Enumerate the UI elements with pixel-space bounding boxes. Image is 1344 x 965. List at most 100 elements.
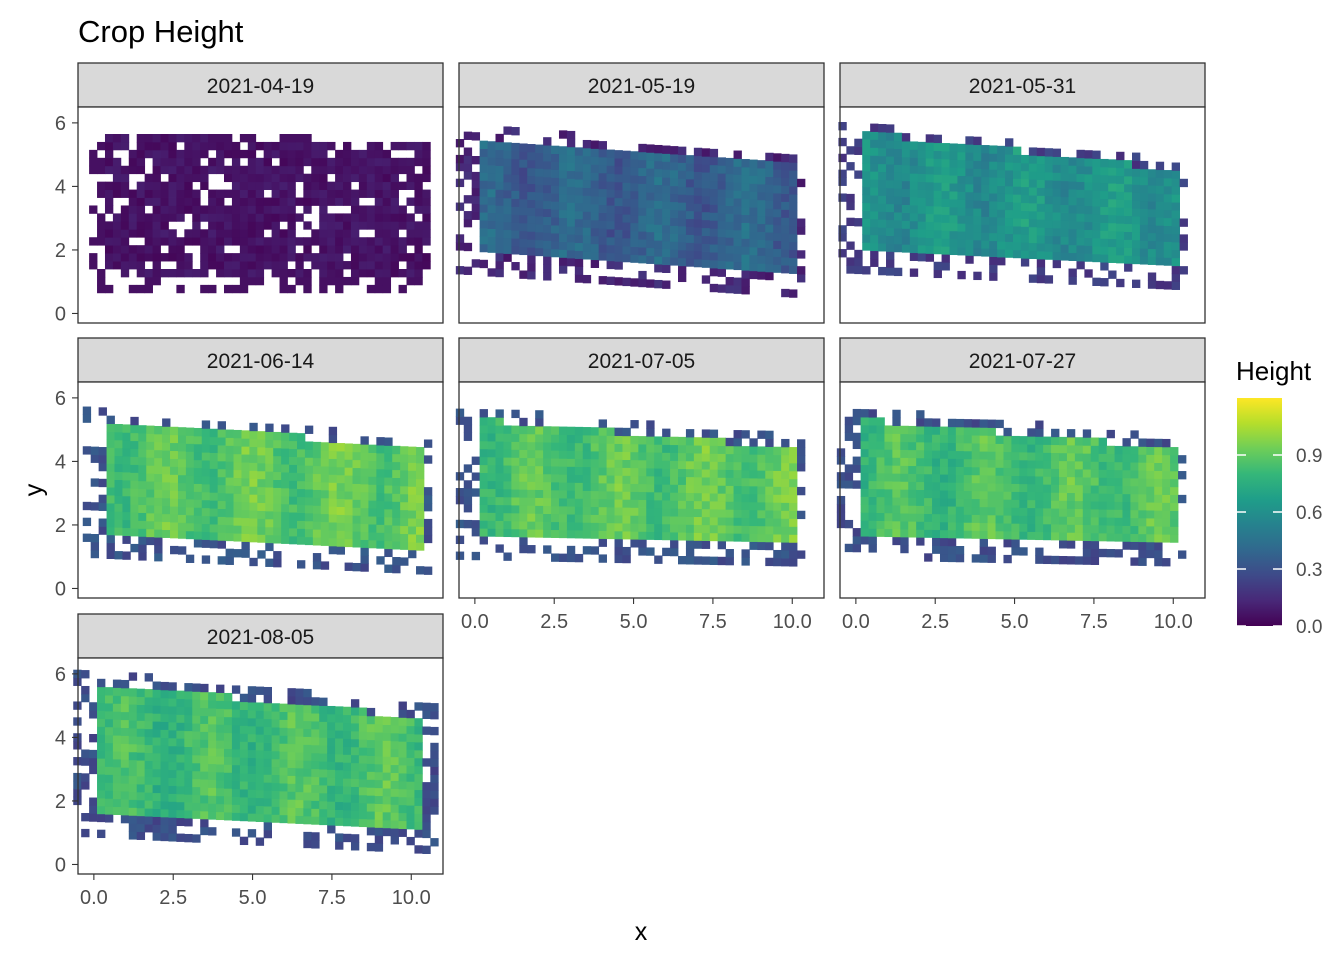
heat-cell bbox=[989, 169, 998, 178]
heat-cell bbox=[1138, 549, 1147, 558]
heat-cell bbox=[271, 165, 280, 175]
heat-cell bbox=[606, 244, 615, 254]
heat-cell bbox=[1114, 469, 1123, 479]
heat-cell bbox=[255, 766, 265, 775]
heat-cell bbox=[112, 743, 122, 752]
heat-cell bbox=[328, 434, 338, 444]
heat-cell bbox=[1100, 158, 1109, 168]
heat-cell bbox=[717, 509, 726, 518]
legend-break-label: 0.6 bbox=[1296, 503, 1322, 524]
heat-cell bbox=[1012, 146, 1022, 155]
heat-cell bbox=[335, 221, 344, 230]
heat-cell bbox=[678, 194, 687, 203]
heat-cell bbox=[981, 216, 990, 225]
heat-cell bbox=[303, 157, 312, 167]
heat-cell bbox=[941, 246, 950, 255]
heat-cell bbox=[558, 466, 568, 475]
heat-cell bbox=[989, 145, 998, 154]
heat-cell bbox=[503, 528, 512, 538]
heat-cell bbox=[374, 843, 384, 852]
heat-cell bbox=[979, 443, 988, 452]
heat-cell bbox=[1027, 531, 1036, 540]
heat-cell bbox=[162, 529, 171, 538]
heat-cell bbox=[1155, 169, 1165, 178]
heat-cell bbox=[200, 763, 209, 772]
heat-cell bbox=[350, 786, 360, 795]
heat-cell bbox=[400, 462, 409, 471]
heat-cell bbox=[590, 482, 600, 492]
heat-cell bbox=[1092, 150, 1101, 159]
heat-cell bbox=[303, 688, 312, 698]
heat-cell bbox=[1060, 220, 1069, 229]
heat-cell bbox=[1178, 455, 1187, 464]
heat-cell bbox=[297, 433, 306, 442]
heat-cell bbox=[297, 520, 306, 529]
heat-cell bbox=[870, 139, 879, 148]
heat-cell bbox=[368, 460, 377, 469]
heat-cell bbox=[225, 437, 234, 446]
heat-cell bbox=[398, 165, 407, 175]
heat-cell bbox=[208, 708, 217, 717]
heat-cell bbox=[384, 548, 393, 558]
heat-cell bbox=[870, 234, 879, 244]
heat-cell bbox=[1163, 170, 1173, 179]
heat-cell bbox=[112, 157, 122, 167]
heat-cell bbox=[1106, 461, 1115, 471]
facet-strip bbox=[77, 337, 444, 383]
heat-cell bbox=[551, 201, 560, 210]
heat-cell bbox=[1012, 218, 1022, 227]
heat-cell bbox=[487, 212, 496, 222]
heat-cell bbox=[1139, 184, 1149, 194]
heat-cell bbox=[120, 695, 130, 705]
heat-cell bbox=[844, 543, 854, 553]
heat-cell bbox=[789, 455, 798, 464]
heat-cell bbox=[995, 515, 1004, 524]
heat-cell bbox=[789, 210, 798, 219]
heat-cell bbox=[463, 131, 473, 140]
heat-cell bbox=[876, 520, 885, 529]
heat-cell bbox=[247, 261, 257, 270]
heat-cell bbox=[939, 545, 949, 555]
heat-cell bbox=[376, 524, 385, 533]
heat-cell bbox=[886, 172, 895, 181]
heat-cell bbox=[630, 175, 639, 184]
heat-cell bbox=[144, 276, 153, 286]
heat-cell bbox=[358, 747, 368, 756]
heat-cell bbox=[327, 761, 336, 770]
heat-cell bbox=[1005, 193, 1014, 203]
heat-cell bbox=[168, 197, 177, 206]
heat-cell bbox=[862, 131, 871, 140]
heat-cell bbox=[582, 195, 592, 204]
heat-cell bbox=[287, 751, 296, 761]
heat-cell bbox=[422, 726, 431, 735]
heat-cell bbox=[670, 524, 679, 533]
heat-cell bbox=[366, 173, 376, 183]
heat-cell bbox=[112, 261, 122, 270]
heat-cell bbox=[287, 189, 296, 198]
heat-cell bbox=[152, 141, 161, 151]
heat-cell bbox=[398, 213, 407, 222]
heat-cell bbox=[781, 518, 790, 527]
heat-cell bbox=[1028, 210, 1038, 220]
heat-cell bbox=[350, 157, 360, 167]
heat-cell bbox=[662, 460, 671, 469]
heat-cell bbox=[979, 419, 988, 428]
heat-cell bbox=[558, 505, 568, 515]
heat-cell bbox=[870, 242, 879, 252]
heat-cell bbox=[1092, 198, 1101, 207]
heat-cell bbox=[408, 541, 417, 551]
heat-cell bbox=[1052, 188, 1061, 197]
heat-cell bbox=[773, 557, 782, 567]
heat-cell bbox=[1116, 223, 1125, 232]
heat-cell bbox=[685, 500, 695, 509]
heat-cell bbox=[662, 484, 671, 493]
heat-cell bbox=[487, 456, 496, 466]
heat-cell bbox=[1146, 478, 1155, 487]
heat-cell bbox=[654, 555, 663, 564]
heat-cell bbox=[176, 730, 185, 739]
heat-cell bbox=[1108, 222, 1117, 232]
heat-cell bbox=[392, 469, 401, 479]
heat-cell bbox=[1060, 180, 1069, 190]
heat-cell bbox=[757, 478, 766, 487]
heat-cell bbox=[933, 198, 942, 207]
